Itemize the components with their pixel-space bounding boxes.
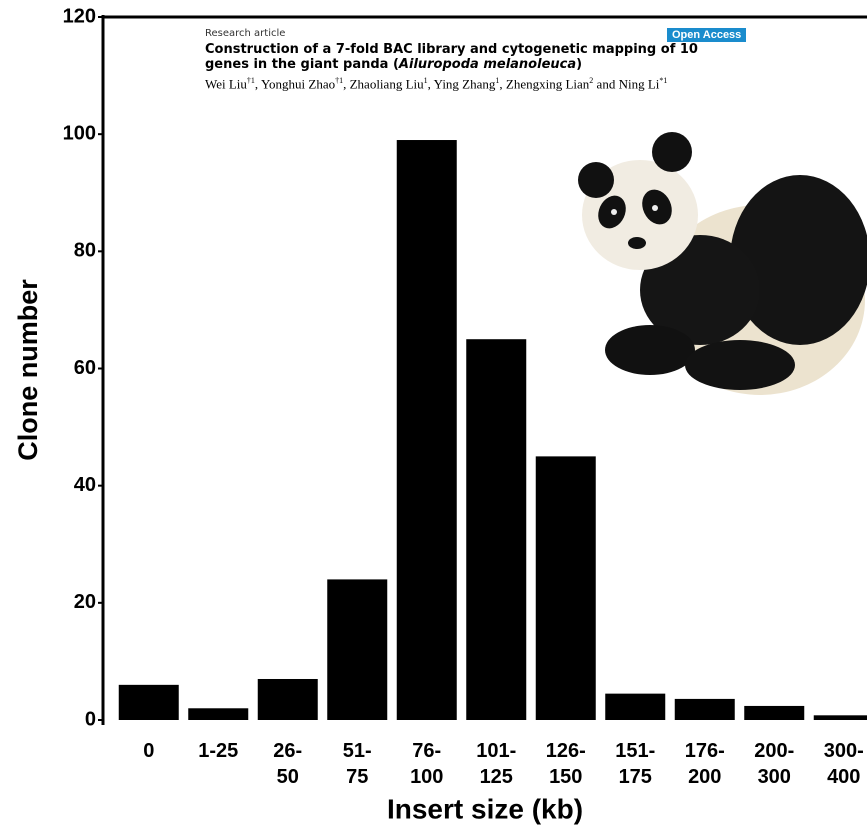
bar bbox=[327, 579, 387, 720]
bar bbox=[258, 679, 318, 720]
article-title: Construction of a 7-fold BAC library and… bbox=[205, 42, 745, 72]
y-tick-label: 20 bbox=[74, 591, 96, 613]
y-tick-label: 0 bbox=[85, 708, 96, 730]
bar bbox=[397, 140, 457, 720]
author-name: Wei Liu bbox=[205, 76, 247, 91]
y-tick-label: 60 bbox=[74, 357, 96, 379]
author-affiliation: †1 bbox=[335, 76, 343, 85]
x-tick-label: 1-25 bbox=[195, 738, 241, 764]
authors: Wei Liu†1, Yonghui Zhao†1, Zhaoliang Liu… bbox=[205, 73, 705, 92]
bar bbox=[605, 694, 665, 720]
y-axis-title: Clone number bbox=[13, 279, 43, 461]
x-tick-label: 0 bbox=[126, 738, 172, 764]
page: 0 20 40 60 80 100 120 Clone number Insert size (… bbox=[0, 0, 867, 840]
author-name: and Ning Li bbox=[593, 76, 659, 91]
title-part: Ailuropoda melanoleuca bbox=[399, 57, 576, 72]
x-tick-label: 151-175 bbox=[612, 738, 658, 790]
title-part: ) bbox=[576, 57, 582, 72]
article-header: Research article Open Access Constructio… bbox=[205, 28, 765, 92]
x-tick-label: 126-150 bbox=[543, 738, 589, 790]
open-access-badge: Open Access bbox=[667, 28, 746, 42]
author-affiliation: *1 bbox=[659, 76, 667, 85]
bar bbox=[675, 699, 735, 720]
bar bbox=[744, 706, 804, 720]
bar bbox=[119, 685, 179, 720]
chart: 0 20 40 60 80 100 120 Clone number Insert size (… bbox=[0, 0, 867, 840]
author-name: , Ying Zhang bbox=[428, 76, 496, 91]
author-affiliation: †1 bbox=[247, 76, 255, 85]
author-name: , Zhaoliang Liu bbox=[343, 76, 424, 91]
x-tick-label: 200-300 bbox=[751, 738, 797, 790]
bar bbox=[188, 708, 248, 720]
author-name: , Yonghui Zhao bbox=[255, 76, 335, 91]
x-tick-label: 176-200 bbox=[682, 738, 728, 790]
bar bbox=[536, 456, 596, 720]
bar bbox=[814, 715, 867, 720]
x-tick-label: 51-75 bbox=[334, 738, 380, 790]
author-name: , Zhengxing Lian bbox=[499, 76, 589, 91]
x-tick-label: 26-50 bbox=[265, 738, 311, 790]
x-tick-label: 300-400 bbox=[821, 738, 867, 790]
panda-image bbox=[578, 132, 867, 395]
x-tick-label: 101-125 bbox=[473, 738, 519, 790]
x-axis-title: Insert size (kb) bbox=[387, 793, 583, 824]
y-tick-label: 40 bbox=[74, 474, 96, 496]
y-tick-label: 80 bbox=[74, 240, 96, 262]
bar bbox=[466, 339, 526, 720]
x-tick-label: 76-100 bbox=[404, 738, 450, 790]
y-tick-label: 120 bbox=[63, 5, 96, 27]
y-tick-label: 100 bbox=[63, 122, 96, 144]
